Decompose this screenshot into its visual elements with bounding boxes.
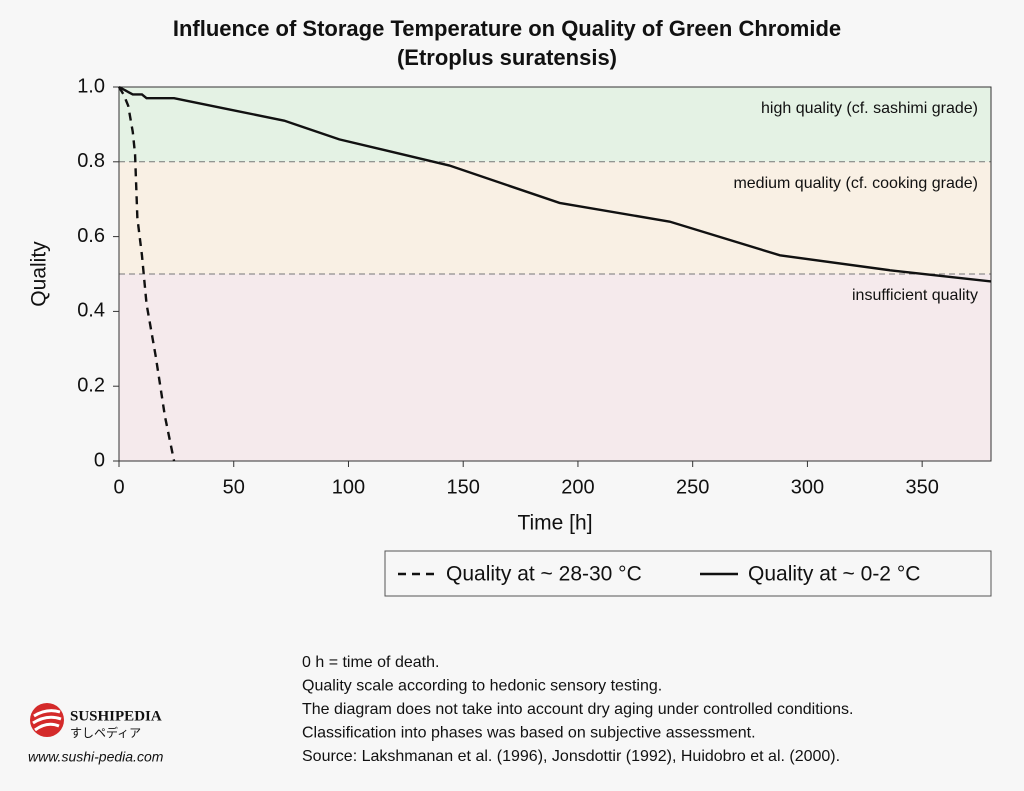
legend-label: Quality at ~ 28-30 °C (446, 563, 642, 586)
x-tick-label: 200 (561, 476, 594, 498)
x-tick-label: 250 (676, 476, 709, 498)
y-tick-label: 0 (94, 449, 105, 471)
x-tick-label: 150 (447, 476, 480, 498)
brand-url: www.sushi-pedia.com (28, 749, 164, 765)
y-tick-label: 0.8 (77, 150, 105, 172)
footnote: The diagram does not take into account d… (302, 701, 853, 718)
band-label: medium quality (cf. cooking grade) (733, 175, 978, 192)
footnote: Quality scale according to hedonic senso… (302, 678, 662, 695)
series-line (117, 86, 176, 462)
footnote: Source: Lakshmanan et al. (1996), Jonsdo… (302, 748, 840, 765)
x-tick-label: 300 (791, 476, 824, 498)
band-label: insufficient quality (852, 287, 978, 304)
series-line (118, 85, 992, 283)
quality-band (119, 274, 991, 461)
legend-label: Quality at ~ 0-2 °C (748, 563, 920, 586)
y-tick-label: 1.0 (77, 75, 105, 97)
logo (30, 703, 64, 737)
footnote: Classification into phases was based on … (302, 725, 756, 742)
quality-band (119, 87, 991, 162)
logo-stripes (32, 709, 62, 732)
y-axis-label: Quality (28, 241, 51, 307)
x-tick-label: 350 (905, 476, 938, 498)
chart-subtitle: (Etroplus suratensis) (397, 45, 617, 70)
logo-circle (30, 703, 64, 737)
x-tick-label: 50 (223, 476, 245, 498)
quality-band (119, 161, 991, 274)
y-tick-label: 0.2 (77, 374, 105, 396)
band-label: high quality (cf. sashimi grade) (761, 100, 978, 117)
chart-title: Influence of Storage Temperature on Qual… (173, 16, 841, 41)
x-axis-label: Time [h] (517, 512, 592, 535)
x-tick-label: 100 (332, 476, 365, 498)
footnote: 0 h = time of death. (302, 654, 439, 671)
brand-subname: すしペディア (70, 725, 141, 740)
y-tick-label: 0.6 (77, 225, 105, 247)
legend-box (384, 550, 992, 597)
brand-name: SUSHIPEDIA (70, 708, 162, 724)
y-tick-label: 0.4 (77, 300, 105, 322)
plot-frame (118, 86, 992, 462)
x-tick-label: 0 (113, 476, 124, 498)
